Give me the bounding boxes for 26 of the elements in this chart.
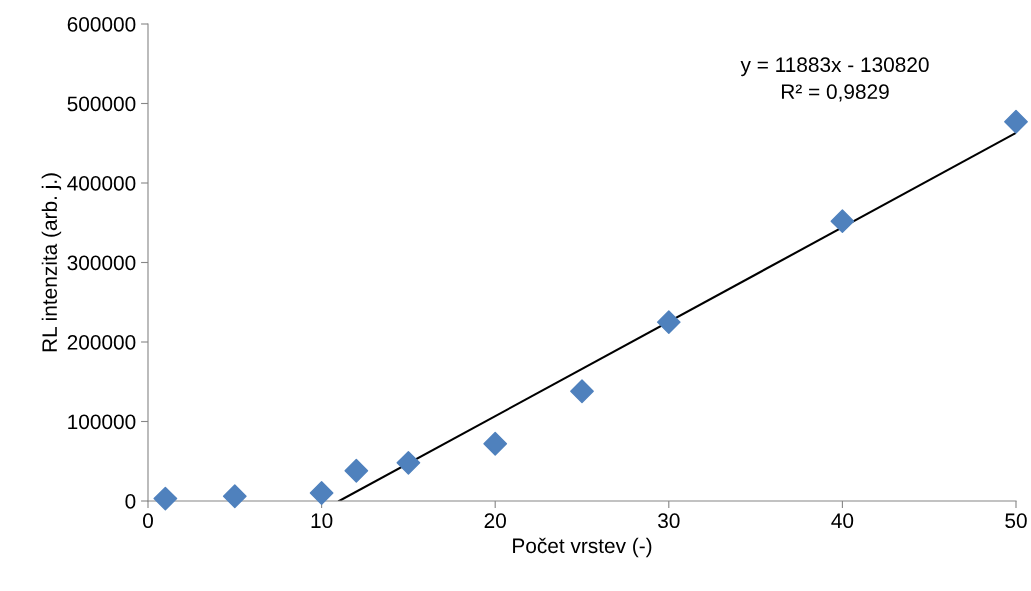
- y-tick-label: 100000: [68, 414, 136, 430]
- x-tick-label: 40: [831, 513, 854, 529]
- y-tick-label: 500000: [67, 96, 136, 112]
- y-tick-label: 200000: [67, 335, 136, 350]
- point: [656, 310, 681, 335]
- y-tick-label: 0: [125, 494, 136, 509]
- point: [483, 431, 508, 456]
- y-tick-label: 300000: [67, 255, 136, 271]
- point: [570, 379, 594, 404]
- point: [830, 209, 855, 234]
- point: [344, 458, 369, 483]
- point: [1004, 109, 1028, 134]
- point: [396, 450, 421, 475]
- x-tick-label: 10: [311, 513, 333, 529]
- x-axis-title: Počet vrstev (-): [513, 537, 652, 558]
- x-tick-label: 20: [484, 513, 506, 529]
- y-axis-title: RL intenzita (arb. j.): [41, 173, 62, 352]
- x-tick-label: 50: [1005, 513, 1027, 529]
- y-tick-label: 600000: [67, 17, 136, 32]
- point: [309, 481, 334, 505]
- annotation: y = 11883x - 130820 R² = 0,9829: [740, 57, 929, 102]
- point: [222, 484, 247, 509]
- x-tick-label: 0: [143, 513, 153, 529]
- y-tick-label: 400000: [67, 176, 136, 191]
- point: [153, 486, 178, 511]
- x-tick-label: 30: [658, 513, 680, 529]
